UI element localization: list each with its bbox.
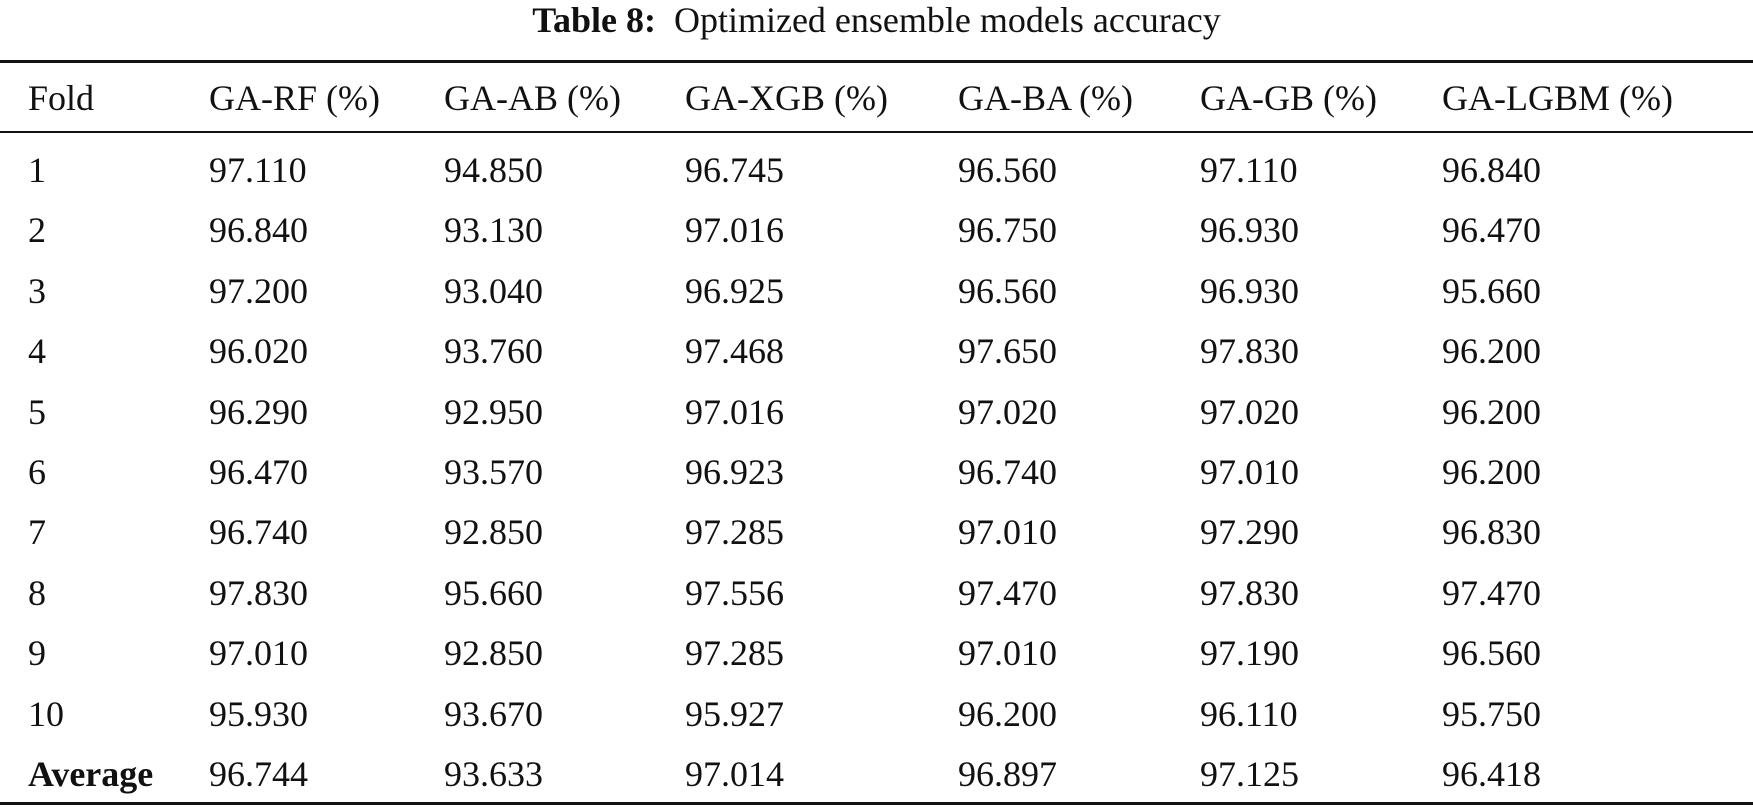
cell-value: 93.570	[444, 452, 543, 492]
cell-value: 97.016	[685, 210, 784, 251]
row-label: 10	[28, 693, 64, 734]
cell-value: 94.850	[444, 150, 543, 190]
cell-value: 96.200	[1442, 331, 1541, 372]
cell-value: 97.010	[1200, 452, 1299, 492]
cell-value: 97.556	[685, 572, 784, 613]
cell-value: 93.040	[444, 270, 543, 311]
cell-value: 97.830	[1200, 331, 1299, 372]
cell-value: 97.010	[958, 512, 1057, 553]
caption-text: Optimized ensemble models accuracy	[673, 0, 1221, 40]
caption: Table 8: Optimized ensemble models accur…	[0, 0, 1753, 40]
cell-value: 96.290	[209, 391, 308, 432]
cell-value: 97.830	[209, 572, 308, 613]
cell-value: 97.285	[685, 633, 784, 674]
cell-value: 93.130	[444, 210, 543, 251]
cell-value: 97.650	[958, 331, 1057, 372]
cell-value: 95.927	[685, 693, 784, 734]
row-label: 5	[28, 391, 46, 432]
header-cell: Fold	[28, 78, 95, 118]
row-label: 6	[28, 452, 46, 492]
caption-label: Table 8:	[532, 0, 656, 40]
cell-value: 97.285	[685, 512, 784, 553]
cell-value: 97.010	[958, 633, 1057, 674]
cell-value: 95.660	[1442, 270, 1541, 311]
cell-value: 96.744	[209, 754, 308, 794]
cell-value: 95.930	[209, 693, 308, 734]
row-label: 4	[28, 331, 46, 372]
row-label: 8	[28, 572, 46, 613]
cell-value: 97.125	[1200, 754, 1299, 794]
cell-value: 96.560	[1442, 633, 1541, 674]
cell-value: 96.740	[209, 512, 308, 553]
cell-value: 96.470	[209, 452, 308, 492]
cell-value: 96.897	[958, 754, 1057, 794]
cell-value: 96.930	[1200, 270, 1299, 311]
cell-value: 97.470	[958, 572, 1057, 613]
cell-value: 95.750	[1442, 693, 1541, 734]
header-rule	[0, 131, 1753, 133]
row-label: 3	[28, 270, 46, 311]
cell-value: 97.016	[685, 391, 784, 432]
cell-value: 93.633	[444, 754, 543, 794]
header-cell: GA-XGB (%)	[685, 78, 888, 118]
cell-value: 97.190	[1200, 633, 1299, 674]
cell-value: 97.020	[958, 391, 1057, 432]
row-label: 1	[28, 150, 46, 190]
cell-value: 96.560	[958, 270, 1057, 311]
cell-value: 96.740	[958, 452, 1057, 492]
cell-value: 92.850	[444, 512, 543, 553]
cell-value: 96.745	[685, 150, 784, 190]
cell-value: 97.110	[209, 150, 307, 190]
cell-value: 96.840	[1442, 150, 1541, 190]
cell-value: 97.020	[1200, 391, 1299, 432]
cell-value: 92.950	[444, 391, 543, 432]
header-cell: GA-GB (%)	[1200, 78, 1377, 118]
row-label: 9	[28, 633, 46, 674]
header-cell: GA-AB (%)	[444, 78, 621, 118]
cell-value: 93.760	[444, 331, 543, 372]
cell-value: 97.200	[209, 270, 308, 311]
cell-value: 96.470	[1442, 210, 1541, 251]
row-label: Average	[28, 754, 154, 794]
top-rule	[0, 60, 1753, 63]
cell-value: 96.925	[685, 270, 784, 311]
row-label: 7	[28, 512, 46, 553]
cell-value: 96.200	[1442, 452, 1541, 492]
cell-value: 97.010	[209, 633, 308, 674]
header-cell: GA-LGBM (%)	[1442, 78, 1673, 118]
cell-value: 96.923	[685, 452, 784, 492]
cell-value: 96.110	[1200, 693, 1298, 734]
cell-value: 97.830	[1200, 572, 1299, 613]
cell-value: 96.560	[958, 150, 1057, 190]
cell-value: 96.020	[209, 331, 308, 372]
cell-value: 96.930	[1200, 210, 1299, 251]
cell-value: 96.200	[1442, 391, 1541, 432]
cell-value: 97.110	[1200, 150, 1298, 190]
cell-value: 96.418	[1442, 754, 1541, 794]
cell-value: 96.200	[958, 693, 1057, 734]
header-cell: GA-RF (%)	[209, 78, 380, 118]
row-label: 2	[28, 210, 46, 251]
cell-value: 97.290	[1200, 512, 1299, 553]
bottom-rule	[0, 802, 1753, 805]
cell-value: 92.850	[444, 633, 543, 674]
cell-value: 96.750	[958, 210, 1057, 251]
header-cell: GA-BA (%)	[958, 78, 1133, 118]
cell-value: 93.670	[444, 693, 543, 734]
cell-value: 97.014	[685, 754, 784, 794]
cell-value: 95.660	[444, 572, 543, 613]
cell-value: 96.840	[209, 210, 308, 251]
cell-value: 97.468	[685, 331, 784, 372]
cell-value: 97.470	[1442, 572, 1541, 613]
cell-value: 96.830	[1442, 512, 1541, 553]
